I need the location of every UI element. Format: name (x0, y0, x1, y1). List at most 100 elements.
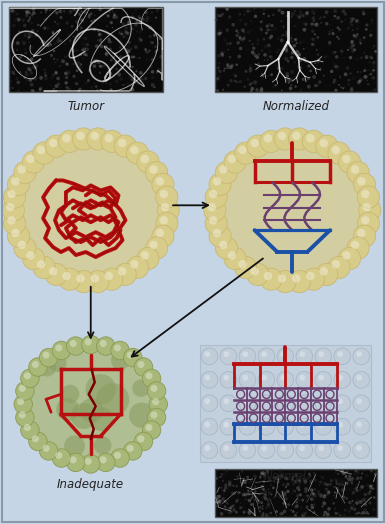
Point (271, 494, 277, 502)
Point (371, 493, 377, 501)
Point (310, 14, 317, 23)
Circle shape (205, 351, 210, 357)
Point (243, 67, 249, 75)
Point (240, 478, 246, 487)
Point (284, 8, 290, 17)
Point (25, 70, 31, 79)
Point (357, 68, 364, 77)
Point (318, 492, 324, 500)
Circle shape (261, 445, 267, 451)
Point (334, 14, 340, 22)
Point (303, 487, 309, 496)
Point (217, 497, 223, 506)
Point (348, 503, 354, 511)
Point (308, 45, 315, 53)
Point (233, 497, 239, 506)
Point (107, 45, 113, 53)
Point (144, 56, 150, 64)
Text: Inadequate: Inadequate (57, 478, 124, 491)
Point (363, 54, 369, 62)
Point (232, 72, 239, 80)
Point (74, 7, 81, 15)
Point (347, 472, 353, 481)
Circle shape (361, 190, 369, 198)
Point (354, 496, 361, 504)
Point (15, 39, 21, 47)
Point (350, 26, 356, 34)
Point (69, 22, 75, 30)
Point (51, 32, 58, 40)
Point (97, 4, 103, 13)
Point (227, 481, 233, 489)
Circle shape (337, 398, 343, 404)
Point (111, 70, 117, 79)
Circle shape (73, 128, 95, 150)
Point (264, 467, 271, 476)
Circle shape (137, 247, 159, 270)
Point (267, 26, 273, 35)
Point (24, 8, 30, 16)
Point (118, 52, 124, 61)
Point (66, 85, 72, 93)
Point (221, 67, 227, 75)
Point (368, 31, 374, 39)
Point (318, 490, 324, 499)
Point (349, 37, 355, 46)
Point (342, 470, 348, 478)
Point (367, 58, 373, 67)
Circle shape (130, 146, 139, 154)
Point (123, 28, 129, 36)
Point (345, 466, 351, 474)
Point (268, 25, 274, 34)
Point (357, 497, 364, 506)
Point (274, 474, 280, 482)
Point (304, 9, 310, 17)
Point (301, 19, 307, 27)
Point (57, 62, 63, 70)
Point (340, 7, 347, 16)
Point (93, 24, 99, 32)
Point (302, 509, 308, 517)
Point (34, 27, 41, 36)
Point (251, 5, 257, 13)
Point (257, 475, 263, 483)
Point (286, 10, 292, 18)
Point (83, 79, 90, 87)
Point (278, 510, 284, 518)
Circle shape (296, 348, 313, 365)
Point (46, 40, 52, 48)
Circle shape (342, 155, 350, 163)
Circle shape (86, 374, 116, 405)
Point (291, 50, 297, 59)
Circle shape (318, 398, 324, 404)
Point (369, 19, 376, 27)
Point (325, 510, 331, 519)
Point (354, 486, 360, 495)
Point (262, 487, 269, 496)
Circle shape (62, 272, 71, 280)
Circle shape (55, 344, 63, 352)
Circle shape (220, 372, 237, 388)
Circle shape (356, 422, 362, 428)
Point (342, 10, 349, 18)
Circle shape (209, 173, 231, 195)
Point (257, 473, 263, 481)
Point (134, 27, 140, 35)
Point (372, 85, 378, 94)
Circle shape (277, 395, 294, 412)
Point (259, 470, 265, 478)
Point (335, 14, 341, 22)
Circle shape (209, 216, 217, 225)
Point (249, 494, 255, 502)
Circle shape (91, 274, 99, 283)
Point (355, 473, 361, 482)
Point (361, 65, 367, 73)
Circle shape (126, 256, 149, 279)
Circle shape (32, 361, 39, 368)
Point (150, 73, 156, 82)
Circle shape (278, 274, 286, 283)
Point (219, 471, 225, 479)
Point (147, 32, 153, 41)
Circle shape (105, 272, 113, 280)
Point (254, 85, 260, 94)
